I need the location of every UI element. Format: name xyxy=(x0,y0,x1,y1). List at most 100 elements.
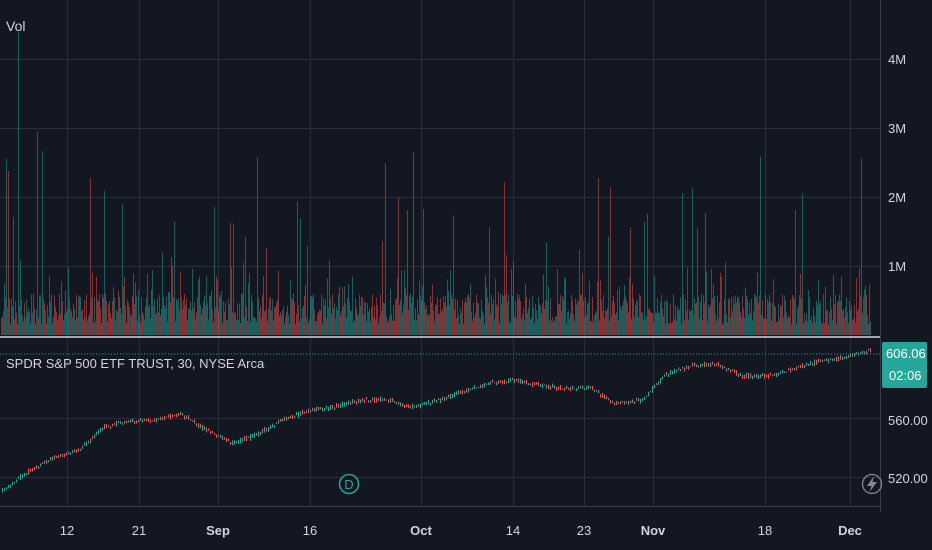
volume-bar xyxy=(459,324,460,335)
volume-bar xyxy=(778,304,779,335)
volume-bar xyxy=(667,302,668,335)
volume-bar xyxy=(219,295,220,335)
volume-bar xyxy=(583,301,584,335)
volume-bar xyxy=(199,276,200,335)
volume-bar xyxy=(387,322,388,335)
volume-bar xyxy=(223,302,224,335)
volume-bar xyxy=(443,296,444,335)
volume-bar xyxy=(9,299,10,335)
volume-bar xyxy=(528,308,529,335)
volume-bar xyxy=(65,290,66,335)
volume-bar xyxy=(542,303,543,335)
volume-bar xyxy=(787,318,788,335)
volume-bar xyxy=(547,301,548,335)
volume-bar xyxy=(277,300,278,335)
volume-bar xyxy=(183,300,184,335)
volume-bar xyxy=(304,296,305,335)
volume-bar xyxy=(450,270,451,335)
volume-bar xyxy=(372,295,373,335)
symbol-legend[interactable]: SPDR S&P 500 ETF TRUST, 30, NYSE Arca xyxy=(6,356,265,371)
volume-bar xyxy=(227,320,228,335)
volume-bar xyxy=(20,260,21,335)
volume-bar xyxy=(671,323,672,335)
volume-bar xyxy=(727,322,728,335)
volume-bar xyxy=(375,319,376,335)
volume-bar xyxy=(861,158,862,335)
volume-bar xyxy=(509,321,510,335)
volume-bar xyxy=(754,294,755,335)
volume-bar xyxy=(604,318,605,335)
volume-bar xyxy=(113,287,114,335)
volume-bar xyxy=(566,324,567,335)
volume-bar xyxy=(678,310,679,335)
volume-bar xyxy=(412,297,413,335)
volume-bar xyxy=(665,324,666,335)
volume-bar xyxy=(489,227,490,335)
volume-bar xyxy=(6,158,7,335)
volume-bar xyxy=(813,307,814,335)
volume-bar xyxy=(44,303,45,335)
volume-bar xyxy=(233,223,234,335)
volume-bar xyxy=(414,320,415,335)
volume-pane-label: Vol xyxy=(6,18,25,34)
volume-bar xyxy=(97,299,98,335)
volume-bar xyxy=(155,314,156,335)
volume-bar xyxy=(41,324,42,335)
volume-bar xyxy=(781,306,782,335)
time-tick: 12 xyxy=(60,523,74,538)
volume-bar xyxy=(520,301,521,335)
volume-bar xyxy=(188,309,189,335)
volume-bar xyxy=(198,280,199,335)
volume-bar xyxy=(168,292,169,335)
volume-bar xyxy=(742,296,743,335)
volume-bar xyxy=(728,299,729,335)
volume-bar xyxy=(143,314,144,335)
time-tick: 23 xyxy=(577,523,591,538)
volume-bar xyxy=(273,320,274,335)
volume-bar xyxy=(114,298,115,335)
volume-bar xyxy=(112,301,113,335)
volume-bar xyxy=(630,228,631,335)
volume-bar xyxy=(525,284,526,335)
volume-bar xyxy=(544,309,545,335)
dividend-marker-label: D xyxy=(344,477,353,492)
volume-bar xyxy=(527,313,528,335)
volume-bar xyxy=(246,307,247,335)
volume-bar xyxy=(340,315,341,335)
volume-bar xyxy=(506,255,507,335)
volume-bar xyxy=(598,178,599,335)
volume-bar xyxy=(216,276,217,335)
volume-bar xyxy=(656,313,657,335)
volume-bar xyxy=(303,305,304,335)
volume-bar xyxy=(258,298,259,335)
volume-bar xyxy=(663,316,664,335)
volume-bar xyxy=(138,290,139,335)
dividend-marker[interactable]: D xyxy=(340,475,359,494)
volume-bar xyxy=(467,296,468,335)
volume-bar xyxy=(179,310,180,335)
volume-bar xyxy=(650,312,651,335)
time-tick-month: Sep xyxy=(206,523,230,538)
volume-bar xyxy=(732,311,733,335)
volume-bar xyxy=(192,269,193,335)
volume-bar xyxy=(426,305,427,335)
volume-bar xyxy=(385,163,386,335)
volume-bar xyxy=(869,285,870,335)
volume-bar xyxy=(495,279,496,335)
volume-bar xyxy=(552,317,553,335)
volume-bar xyxy=(417,300,418,335)
volume-bar xyxy=(470,284,471,335)
volume-bar xyxy=(330,299,331,335)
volume-bar xyxy=(512,296,513,335)
volume-bar xyxy=(228,299,229,335)
volume-bar xyxy=(746,296,747,335)
volume-bar xyxy=(572,300,573,335)
volume-bar xyxy=(711,269,712,335)
volume-bar xyxy=(568,311,569,335)
volume-bar xyxy=(63,320,64,335)
volume-bar xyxy=(278,271,279,335)
volume-bar xyxy=(332,294,333,335)
volume-bar xyxy=(564,277,565,335)
volume-bar xyxy=(576,305,577,335)
